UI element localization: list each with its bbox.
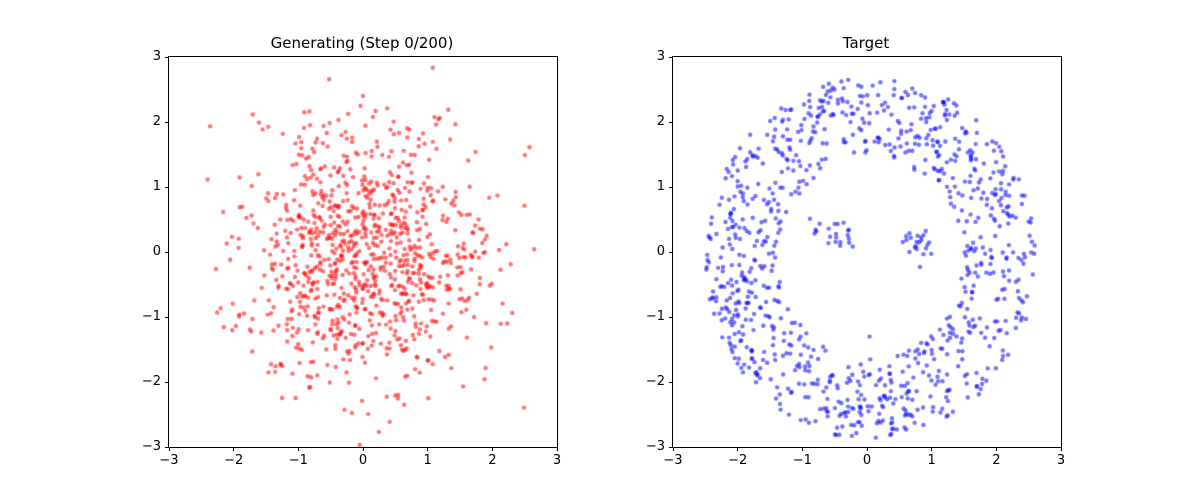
x-tick-mark xyxy=(297,447,299,451)
x-tick-label: −1 xyxy=(792,453,812,468)
y-tick-label: 1 xyxy=(152,179,161,194)
y-tick-label: −2 xyxy=(141,374,161,389)
x-tick-label: 0 xyxy=(862,453,872,468)
x-tick-mark xyxy=(801,447,803,451)
x-tick-mark xyxy=(866,447,868,451)
x-tick-label: 1 xyxy=(423,453,432,468)
y-tick-label: −3 xyxy=(645,439,665,454)
scatter-canvas-target xyxy=(673,57,1061,447)
y-tick-label: 3 xyxy=(152,49,161,64)
subplot-generating: Generating (Step 0/200) −3 −2 −1 0 1 2 3 −3 −2 −1… xyxy=(142,0,561,500)
x-tick-mark xyxy=(556,447,558,451)
y-tick-mark xyxy=(165,316,169,318)
axes-target: −3 −2 −1 0 1 2 3 −3 −2 −1 0 1 2 3 xyxy=(646,50,1065,468)
y-tick-mark xyxy=(669,121,673,123)
x-tick-label: 3 xyxy=(1056,453,1066,468)
y-tick-mark xyxy=(669,56,673,58)
x-tick-mark xyxy=(737,447,739,451)
x-tick-mark xyxy=(995,447,997,451)
y-tick-label: 2 xyxy=(656,114,665,129)
y-tick-mark xyxy=(165,186,169,188)
y-tick-mark xyxy=(165,446,169,448)
y-tick-mark xyxy=(165,381,169,383)
x-tick-label: −2 xyxy=(224,453,244,468)
x-tick-mark xyxy=(931,447,933,451)
x-tick-mark xyxy=(427,447,429,451)
x-tick-label: −3 xyxy=(159,453,179,468)
x-tick-label: 3 xyxy=(552,453,562,468)
x-tick-label: 2 xyxy=(488,453,497,468)
y-tick-label: −3 xyxy=(141,439,161,454)
y-tick-mark xyxy=(669,186,673,188)
y-tick-mark xyxy=(669,446,673,448)
x-tick-mark xyxy=(362,447,364,451)
y-tick-label: 0 xyxy=(152,244,161,259)
x-tick-label: −3 xyxy=(663,453,683,468)
scatter-canvas-generating xyxy=(169,57,557,447)
axes-generating: −3 −2 −1 0 1 2 3 −3 −2 −1 0 1 2 3 xyxy=(142,50,561,468)
y-tick-label: 3 xyxy=(656,49,665,64)
x-tick-label: 2 xyxy=(992,453,1001,468)
y-tick-label: −1 xyxy=(645,309,665,324)
x-tick-mark xyxy=(1060,447,1062,451)
x-tick-label: 1 xyxy=(927,453,936,468)
y-tick-label: −1 xyxy=(141,309,161,324)
x-tick-label: 0 xyxy=(358,453,368,468)
y-tick-mark xyxy=(669,316,673,318)
x-tick-label: −1 xyxy=(288,453,308,468)
chart-title-target: Target xyxy=(842,34,890,52)
x-tick-label: −2 xyxy=(728,453,748,468)
y-tick-label: 1 xyxy=(656,179,665,194)
y-tick-label: 2 xyxy=(152,114,161,129)
y-tick-mark xyxy=(165,251,169,253)
subplot-target: Target −3 −2 −1 0 1 2 3 −3 −2 −1 0 1 2 3 xyxy=(646,0,1065,500)
y-tick-label: 0 xyxy=(656,244,665,259)
y-tick-mark xyxy=(165,56,169,58)
y-tick-mark xyxy=(165,121,169,123)
x-tick-mark xyxy=(168,447,170,451)
x-tick-mark xyxy=(672,447,674,451)
y-tick-mark xyxy=(669,251,673,253)
x-tick-mark xyxy=(233,447,235,451)
chart-title-generating: Generating (Step 0/200) xyxy=(270,34,454,52)
y-tick-mark xyxy=(669,381,673,383)
y-tick-label: −2 xyxy=(645,374,665,389)
x-tick-mark xyxy=(491,447,493,451)
